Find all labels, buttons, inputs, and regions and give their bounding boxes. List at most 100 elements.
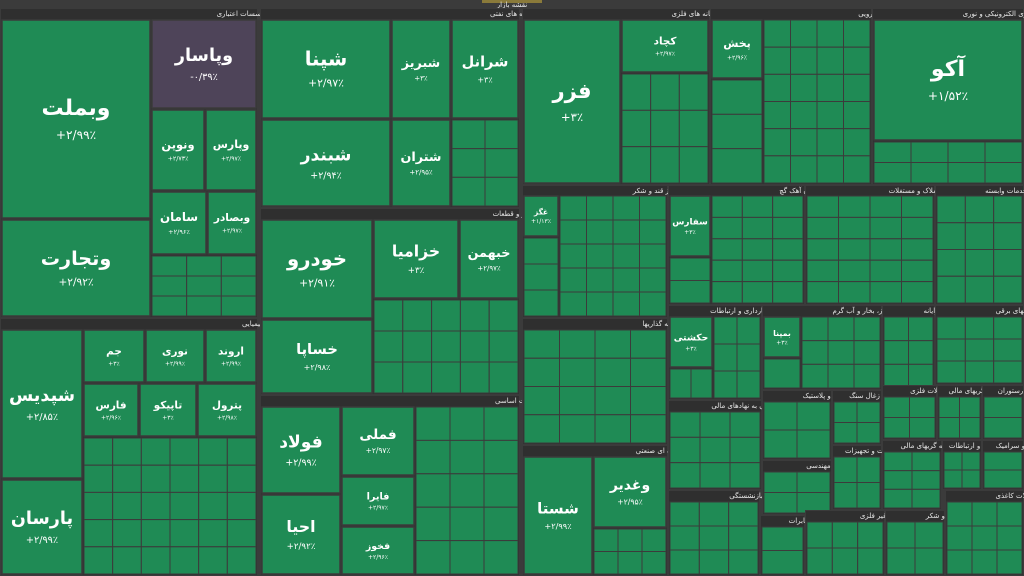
sector-title: سایر واسطه گریهای مالی: [900, 441, 975, 450]
small-tile: [586, 195, 614, 221]
stock-name: خزامیا: [392, 242, 440, 260]
small-tile: [761, 526, 804, 551]
small-tile: [415, 506, 451, 542]
small-tile: [996, 549, 1023, 575]
small-tile: [790, 128, 818, 157]
small-tile: [838, 216, 871, 240]
small-tile: [169, 464, 200, 493]
small-tile: [630, 414, 667, 444]
small-tile: [801, 316, 829, 342]
stock-change: +۳٪: [776, 339, 787, 346]
sector-title: دارویی: [858, 10, 878, 18]
stock-tile: [459, 219, 519, 299]
small-tile: [451, 176, 486, 207]
small-tile: [488, 299, 519, 332]
small-tile: [801, 340, 829, 365]
small-tile: [678, 146, 709, 184]
stock-tile: [593, 456, 667, 528]
small-tile: [630, 386, 667, 416]
small-tile: [843, 101, 871, 130]
small-tile: [586, 291, 614, 317]
small-tile: [993, 338, 1023, 362]
small-tile: [140, 546, 171, 575]
small-tile: [914, 547, 944, 575]
stock-tile: [261, 19, 391, 119]
stock-tile: [197, 383, 257, 437]
small-tile: [806, 216, 839, 240]
small-tile: [796, 492, 831, 514]
small-tile: [883, 316, 909, 342]
stock-name: خساپا: [296, 341, 338, 358]
small-tile: [736, 316, 761, 345]
small-tile: [947, 141, 986, 163]
small-tile: [594, 386, 631, 416]
small-tile: [763, 401, 798, 431]
small-tile: [736, 370, 761, 399]
small-tile: [415, 439, 451, 475]
small-tile: [586, 243, 614, 269]
stock-tile: [205, 109, 257, 191]
small-tile: [959, 417, 981, 439]
stock-change: +۲/۹۹٪: [165, 360, 185, 367]
small-tile: [112, 491, 142, 521]
stock-tile: [341, 526, 415, 575]
stock-change: +۲/۹۵٪: [617, 498, 643, 507]
small-tile: [741, 216, 774, 240]
sector-title: محصولات کامپیوتری الکترونیکی و نوری: [963, 10, 1024, 18]
stock-change: +۲/۹۷٪: [477, 264, 501, 273]
small-tile: [669, 549, 700, 575]
small-tile: [523, 414, 560, 444]
sector-title: لاستیک و پلاستیک: [803, 392, 854, 400]
small-tile: [523, 289, 559, 317]
small-tile: [790, 46, 818, 75]
small-tile: [857, 521, 884, 549]
small-tile: [459, 330, 490, 363]
small-tile: [639, 219, 667, 245]
stock-name: فایرا: [367, 492, 390, 503]
small-tile: [484, 119, 519, 150]
stock-change: +۲/۷۳٪: [168, 156, 189, 163]
stock-tile: [261, 319, 373, 394]
sector-title: چندرشته ای صنعتی: [636, 447, 692, 455]
small-tile: [140, 519, 171, 548]
sector-title: فعالیتهای کمکی به نهادهای مالی: [711, 402, 804, 410]
small-tile: [415, 473, 451, 508]
stock-name: شپدیس: [9, 386, 75, 406]
small-tile: [964, 249, 995, 277]
small-tile: [669, 411, 701, 438]
stock-tile: [261, 406, 341, 494]
sector-title: محصولات فلزی: [910, 387, 956, 395]
small-tile: [856, 456, 881, 483]
small-tile: [373, 361, 404, 394]
small-tile: [772, 281, 804, 304]
sector-title: شیمیایی: [242, 320, 266, 328]
small-tile: [901, 259, 934, 283]
stock-tile: [873, 19, 1023, 141]
small-tile: [594, 414, 631, 444]
small-tile: [690, 368, 713, 399]
small-tile: [198, 546, 228, 575]
stock-name: وتجارت: [41, 247, 112, 270]
stock-change: -۰/۳۹٪: [190, 72, 218, 83]
small-tile: [612, 267, 640, 293]
small-tile: [796, 401, 831, 431]
small-tile: [763, 429, 798, 459]
small-tile: [523, 237, 559, 265]
small-tile: [373, 330, 404, 363]
small-tile: [796, 471, 831, 493]
small-tile: [936, 222, 966, 250]
stock-name: پخش: [723, 37, 751, 50]
stock-name: آکو: [930, 54, 966, 82]
small-tile: [559, 414, 596, 444]
small-tile: [911, 470, 941, 490]
stock-change: +۲/۹۶٪: [168, 228, 190, 236]
small-tile: [728, 549, 759, 575]
stock-change: +۲/۹۷٪: [366, 446, 391, 455]
small-tile: [763, 492, 798, 514]
stock-name: حکشتی: [674, 332, 709, 343]
small-tile: [112, 519, 142, 548]
stock-name: فملی: [359, 427, 396, 443]
small-tile: [612, 291, 640, 317]
small-tile: [729, 436, 761, 464]
small-tile: [838, 281, 871, 304]
